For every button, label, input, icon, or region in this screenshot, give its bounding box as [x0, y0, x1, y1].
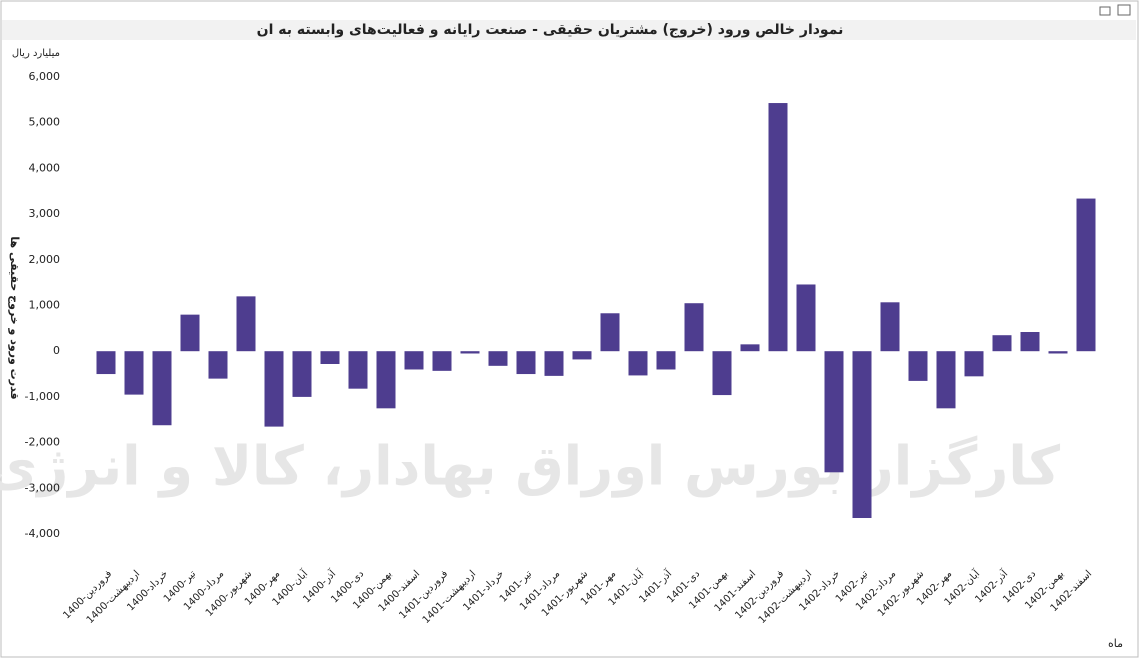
bar [852, 351, 872, 519]
unit-label: میلیارد ریال [12, 48, 60, 59]
bar [908, 351, 928, 381]
bar [432, 351, 452, 371]
bar [936, 351, 956, 409]
bar [964, 351, 984, 377]
bar [96, 351, 116, 375]
bar [684, 303, 704, 352]
bar [628, 351, 648, 376]
bar [1076, 198, 1096, 352]
bar [208, 351, 228, 379]
title-bar [2, 20, 1136, 40]
bar [544, 351, 564, 376]
y-tick-label: 2,000 [29, 253, 61, 266]
y-tick-label: -3,000 [25, 481, 60, 494]
y-tick-label: 4,000 [29, 161, 61, 174]
bar [712, 351, 732, 396]
y-tick-label: -4,000 [25, 527, 60, 540]
bar [236, 296, 256, 352]
y-tick-label: 1,000 [29, 299, 61, 312]
bar [460, 351, 480, 354]
bar [516, 351, 536, 375]
bar [768, 103, 788, 352]
bar [740, 344, 760, 352]
bar [1048, 351, 1068, 354]
bar [572, 351, 592, 360]
bar [124, 351, 144, 395]
window-button[interactable] [1099, 6, 1111, 16]
bar [880, 302, 900, 352]
bar [320, 351, 340, 364]
y-tick-label: -1,000 [25, 390, 60, 403]
bar [656, 351, 676, 370]
bar [264, 351, 284, 427]
bar [376, 351, 396, 409]
bar [992, 335, 1012, 352]
y-tick-label: 3,000 [29, 207, 61, 220]
bar [404, 351, 424, 370]
window-button[interactable] [1117, 4, 1131, 16]
watermark: کارگزار بورس اوراق بهادار، کالا و انرژی [0, 435, 1061, 498]
y-tick-label: 5,000 [29, 116, 61, 129]
bar [292, 351, 312, 397]
bar [1020, 332, 1040, 352]
bar [348, 351, 368, 389]
bar [824, 351, 844, 473]
y-axis-label: قدرت ورود و خروج حقیقی ها [7, 236, 21, 399]
y-tick-label: -2,000 [25, 436, 60, 449]
bar [152, 351, 172, 426]
y-tick-label: 0 [53, 344, 60, 357]
bar [600, 313, 620, 352]
bar [180, 314, 200, 352]
chart-title: نمودار خالص ورود (خروج) مشتریان حقیقی - … [257, 22, 844, 38]
bar [796, 284, 816, 352]
y-tick-label: 6,000 [29, 70, 61, 83]
x-axis-label: ماه [1108, 637, 1123, 650]
bar [488, 351, 508, 366]
